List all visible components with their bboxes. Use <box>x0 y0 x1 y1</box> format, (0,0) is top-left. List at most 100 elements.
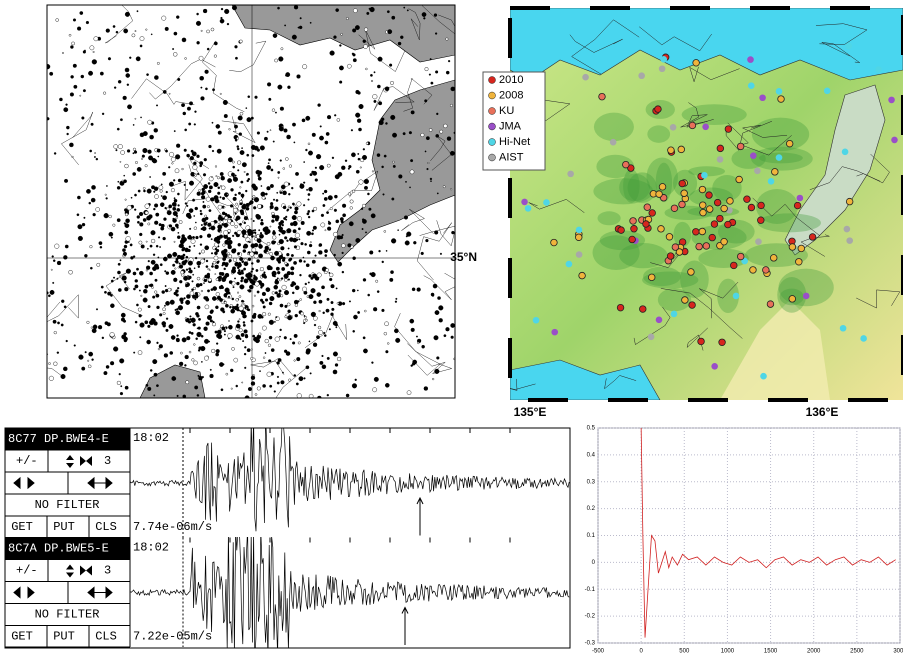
button[interactable]: GET <box>11 630 33 644</box>
epicenter <box>373 71 376 74</box>
station <box>655 316 663 324</box>
epicenter <box>257 204 262 209</box>
terrain <box>593 112 634 142</box>
epicenter <box>227 178 232 183</box>
epicenter <box>153 190 156 193</box>
epicenter <box>119 392 124 396</box>
epicenter <box>165 190 168 194</box>
sign-toggle[interactable]: +/- <box>16 564 38 578</box>
epicenter <box>270 255 275 261</box>
epicenter <box>281 229 286 235</box>
epicenter <box>351 152 356 158</box>
gain-value: 3 <box>104 564 111 578</box>
epicenter <box>53 331 57 335</box>
epicenter <box>192 164 198 170</box>
epicenter <box>134 150 137 153</box>
epicenter <box>274 275 276 278</box>
epicenter <box>72 63 77 68</box>
epicenter <box>333 253 336 257</box>
epicenter <box>293 359 296 362</box>
epicenter <box>242 220 245 224</box>
epicenter <box>223 222 229 228</box>
fault <box>304 314 347 348</box>
epicenter <box>129 243 133 247</box>
epicenter <box>220 176 225 181</box>
epicenter <box>124 385 129 390</box>
y-tick-label: 0.3 <box>587 479 596 485</box>
epicenter <box>210 197 215 202</box>
epicenter <box>293 374 297 377</box>
epicenter <box>349 206 353 210</box>
filter-label[interactable]: NO FILTER <box>35 608 100 622</box>
epicenter <box>198 252 201 255</box>
epicenter <box>389 277 394 282</box>
epicenter <box>101 336 105 340</box>
epicenter <box>59 97 63 102</box>
gain-icon[interactable] <box>66 564 92 578</box>
epicenter <box>334 194 338 199</box>
epicenter <box>231 248 237 254</box>
epicenter <box>228 259 232 263</box>
x-tick-label: 2500 <box>850 649 864 655</box>
epicenter <box>434 310 440 315</box>
epicenter <box>355 112 361 118</box>
epicenter <box>323 334 327 337</box>
epicenter <box>73 344 76 347</box>
epicenter <box>309 241 312 244</box>
button[interactable]: CLS <box>95 520 117 534</box>
epicenter <box>276 191 279 194</box>
epicenter <box>223 114 228 119</box>
epicenter <box>339 80 343 84</box>
epicenter <box>223 230 229 236</box>
epicenter <box>241 147 243 149</box>
epicenter <box>295 172 299 176</box>
button[interactable]: GET <box>11 520 33 534</box>
zoom-icon[interactable] <box>13 476 113 490</box>
epicenter <box>294 313 298 318</box>
epicenter <box>232 196 237 201</box>
epicenter <box>88 201 92 205</box>
epicenter <box>319 165 325 171</box>
epicenter <box>296 201 302 207</box>
zoom-icon[interactable] <box>13 586 113 599</box>
epicenter <box>285 157 289 161</box>
epicenter <box>285 218 288 221</box>
sign-toggle[interactable]: +/- <box>16 454 38 468</box>
fault <box>47 353 62 376</box>
epicenter <box>305 115 311 121</box>
epicenter <box>116 277 119 280</box>
epicenter <box>222 253 228 259</box>
epicenter <box>183 148 187 152</box>
epicenter <box>207 277 212 282</box>
epicenter <box>267 312 271 316</box>
epicenter <box>185 255 189 259</box>
epicenter <box>152 359 158 365</box>
epicenter <box>212 260 217 265</box>
epicenter <box>126 149 131 153</box>
station <box>705 191 713 199</box>
gain-icon[interactable] <box>66 455 92 468</box>
epicenter <box>176 338 180 343</box>
epicenter <box>263 275 267 279</box>
epicenter <box>341 243 346 248</box>
epicenter <box>150 33 153 36</box>
station <box>692 59 700 67</box>
filter-label[interactable]: NO FILTER <box>35 498 100 512</box>
button[interactable]: PUT <box>53 630 75 644</box>
epicenter <box>354 25 360 30</box>
station <box>628 235 636 244</box>
station <box>678 200 686 209</box>
epicenter <box>284 304 288 308</box>
station <box>616 303 625 312</box>
epicenter <box>86 320 90 324</box>
station <box>860 335 867 342</box>
epicenter <box>373 307 378 312</box>
epicenter <box>127 241 130 243</box>
button[interactable]: PUT <box>53 520 75 534</box>
epicenter <box>310 311 316 317</box>
button[interactable]: CLS <box>95 630 117 644</box>
station <box>598 92 606 101</box>
epicenter <box>77 195 81 200</box>
epicenter <box>242 249 247 253</box>
epicenter <box>258 253 263 259</box>
